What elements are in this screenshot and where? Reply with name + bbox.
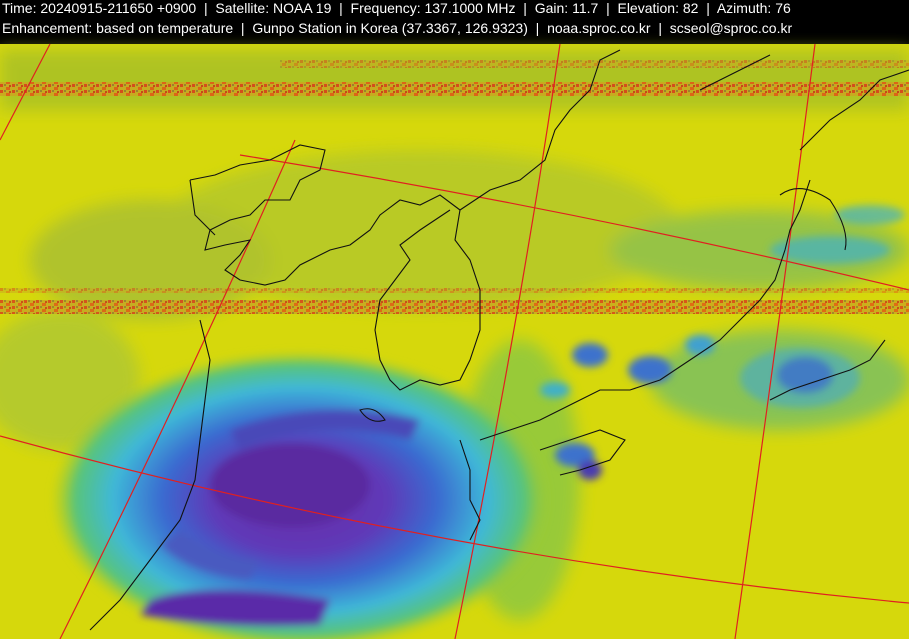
header-line: Enhancement: based on temperature | Gunp… bbox=[2, 20, 792, 36]
imagery bbox=[0, 43, 909, 639]
header-bar bbox=[0, 0, 909, 44]
header-line: Time: 20240915-211650 +0900 | Satellite:… bbox=[2, 0, 791, 16]
